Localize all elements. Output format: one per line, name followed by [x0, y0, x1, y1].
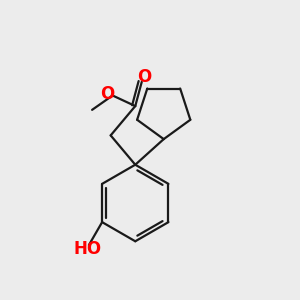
Text: O: O [100, 85, 114, 103]
Text: O: O [138, 68, 152, 86]
Text: HO: HO [73, 240, 101, 258]
